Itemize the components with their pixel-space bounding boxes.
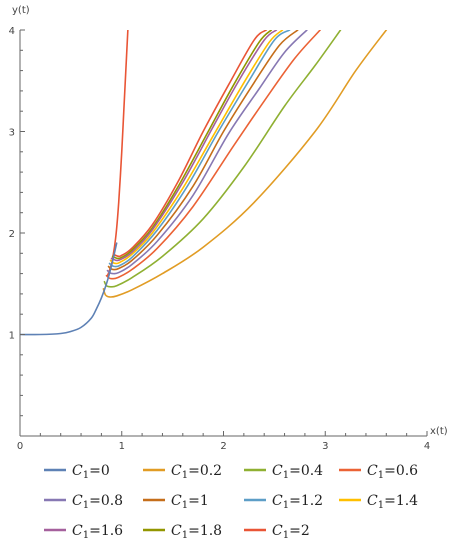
legend-label: C1=1.6 <box>72 523 123 541</box>
x-tick-label: 4 <box>424 441 430 452</box>
legend-label: C1=0.8 <box>72 493 123 511</box>
series-line-3 <box>105 30 321 280</box>
plot-area <box>20 30 388 336</box>
legend-label: C1=1.2 <box>272 493 323 511</box>
y-tick-label: 1 <box>9 331 15 342</box>
legend-item: C1=1.8 <box>143 523 222 541</box>
series-line-2 <box>103 30 342 288</box>
legend-label: C1=1.4 <box>367 493 418 511</box>
legend-label: C1=1.8 <box>171 523 222 541</box>
legend-item: C1=0.4 <box>244 463 323 481</box>
x-tick-label: 0 <box>17 441 23 452</box>
y-tick-label: 3 <box>9 128 15 139</box>
series-line-5 <box>107 30 299 271</box>
legend-label: C1=0 <box>72 463 110 481</box>
legend-item: C1=0.2 <box>143 463 222 481</box>
series-line-7 <box>109 30 284 265</box>
series-line-9 <box>111 30 273 260</box>
x-tick-label: 3 <box>322 441 328 452</box>
legend-item: C1=1 <box>143 493 209 511</box>
legend-item: C1=1.4 <box>339 493 418 511</box>
legend-item: C1=0.8 <box>44 493 123 511</box>
x-tick-label: 1 <box>119 441 125 452</box>
series-line-11 <box>106 30 129 277</box>
legend-label: C1=0.4 <box>272 463 323 481</box>
legend-item: C1=0 <box>44 463 110 481</box>
y-tick-label: 4 <box>9 26 15 37</box>
x-axis-label: x(t) <box>430 426 448 437</box>
y-axis-label: y(t) <box>12 5 30 16</box>
legend-item: C1=0.6 <box>339 463 418 481</box>
legend-item: C1=1.6 <box>44 523 123 541</box>
legend: C1=0 C1=0.2 C1=0.4 C1=0.6 C1=0.8 C1=1 C1=1.2 C1… <box>44 463 418 541</box>
series-line-8 <box>110 30 278 262</box>
series-line-1 <box>102 30 388 298</box>
legend-label: C1=2 <box>272 523 310 541</box>
legend-label: C1=0.6 <box>367 463 418 481</box>
series-line-4 <box>106 30 308 275</box>
series-line-0 <box>20 242 118 336</box>
x-tick-label: 2 <box>220 441 226 452</box>
legend-item: C1=1.2 <box>244 493 323 511</box>
y-tick-label: 2 <box>9 229 15 240</box>
legend-item: C1=2 <box>244 523 310 541</box>
series-line-10 <box>112 30 268 258</box>
series-line-6 <box>108 30 291 268</box>
legend-label: C1=1 <box>171 493 209 511</box>
legend-label: C1=0.2 <box>171 463 222 481</box>
